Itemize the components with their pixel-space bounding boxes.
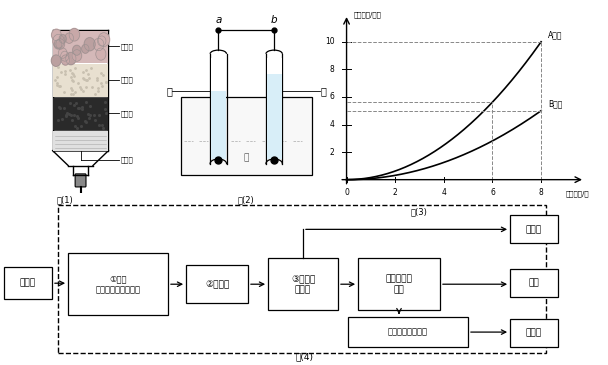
Text: 乙: 乙 <box>320 86 326 96</box>
Bar <box>510 319 558 347</box>
Circle shape <box>56 39 64 49</box>
Circle shape <box>96 48 106 60</box>
Circle shape <box>53 34 64 48</box>
Text: ①炭罐
（内含活性炭颗粒）: ①炭罐 （内含活性炭颗粒） <box>95 274 140 294</box>
Text: A气体: A气体 <box>548 30 563 39</box>
Text: 4: 4 <box>441 188 446 197</box>
Text: 直饮水: 直饮水 <box>526 225 542 234</box>
Text: 电热开水器
加热: 电热开水器 加热 <box>385 274 412 294</box>
Bar <box>58 205 546 353</box>
Circle shape <box>65 33 74 43</box>
Circle shape <box>61 55 70 65</box>
Text: 2: 2 <box>330 147 334 157</box>
Text: 通电时间/秒: 通电时间/秒 <box>566 191 590 197</box>
Bar <box>211 91 226 159</box>
Text: 2: 2 <box>393 188 398 197</box>
Text: 膨松棉: 膨松棉 <box>121 157 134 163</box>
Text: 热交换器内管降温: 热交换器内管降温 <box>388 327 428 337</box>
Bar <box>510 269 558 297</box>
Text: ③紫外灯
管照射: ③紫外灯 管照射 <box>291 274 315 294</box>
Text: 自来水: 自来水 <box>20 279 36 288</box>
Bar <box>267 58 282 74</box>
Circle shape <box>52 29 61 41</box>
Text: 温开水: 温开水 <box>526 328 542 338</box>
Text: 6: 6 <box>490 188 495 197</box>
Bar <box>54 97 108 130</box>
Text: 10: 10 <box>325 37 334 46</box>
Circle shape <box>66 53 76 65</box>
Circle shape <box>94 38 104 51</box>
Circle shape <box>84 38 95 51</box>
Bar <box>348 317 468 347</box>
Text: 小卵石: 小卵石 <box>121 43 134 50</box>
Bar <box>181 97 312 175</box>
Text: 图(3): 图(3) <box>411 207 428 216</box>
Bar <box>267 74 282 159</box>
Text: 水: 水 <box>244 154 249 162</box>
Text: 6: 6 <box>330 92 334 101</box>
Circle shape <box>52 55 61 66</box>
Circle shape <box>97 36 106 46</box>
Text: 甲: 甲 <box>166 86 172 96</box>
Text: 气体体积/毫升: 气体体积/毫升 <box>354 11 382 18</box>
Bar <box>54 64 108 97</box>
Text: 0: 0 <box>344 188 349 197</box>
Circle shape <box>72 50 81 61</box>
Bar <box>186 265 248 303</box>
Text: 开水: 开水 <box>528 279 539 288</box>
Bar <box>268 258 338 310</box>
Circle shape <box>81 45 89 53</box>
Text: 8: 8 <box>330 65 334 74</box>
Bar <box>358 258 440 310</box>
Circle shape <box>61 51 69 61</box>
Circle shape <box>58 48 67 58</box>
Circle shape <box>72 45 81 55</box>
Bar <box>54 31 108 63</box>
Text: b: b <box>271 15 277 25</box>
Bar <box>211 58 226 91</box>
Text: 石英砂: 石英砂 <box>121 77 134 83</box>
Circle shape <box>59 35 66 43</box>
Text: a: a <box>215 15 221 25</box>
Text: 活性炭: 活性炭 <box>121 110 134 117</box>
Circle shape <box>54 40 62 49</box>
Text: 图(2): 图(2) <box>238 195 255 204</box>
Text: ②超滤膜: ②超滤膜 <box>205 280 229 289</box>
Circle shape <box>98 33 109 46</box>
Text: 8: 8 <box>539 188 544 197</box>
Bar <box>4 267 52 299</box>
Text: 图(4): 图(4) <box>295 352 313 361</box>
Bar <box>54 131 108 151</box>
Bar <box>68 253 168 315</box>
Text: B气体: B气体 <box>548 99 563 108</box>
Text: 图(1): 图(1) <box>57 195 74 204</box>
Bar <box>510 215 558 243</box>
Circle shape <box>69 28 80 41</box>
Text: 4: 4 <box>330 120 334 129</box>
FancyBboxPatch shape <box>75 174 86 187</box>
